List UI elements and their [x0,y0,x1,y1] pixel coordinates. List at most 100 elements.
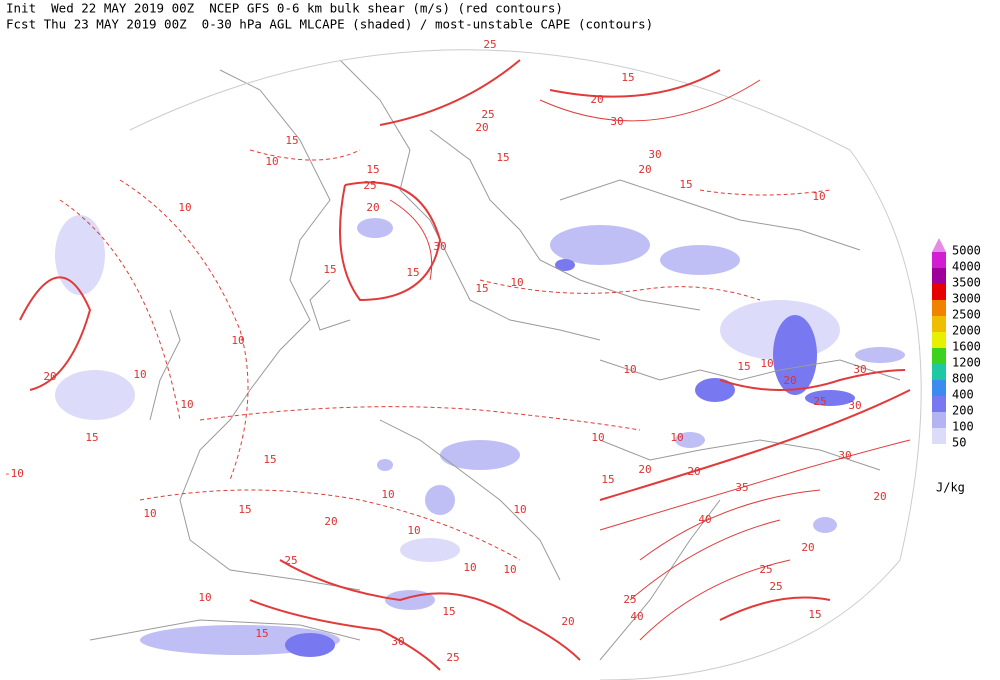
contour-label: 15 [263,453,276,466]
contour-label: 25 [483,38,496,51]
contour-label: 25 [769,580,782,593]
contour-label: 20 [783,374,796,387]
legend-label: 1600 [952,340,981,354]
contour-label: -10 [4,467,24,480]
header-line: Init Wed 22 MAY 2019 00Z NCEP GFS 0-6 km… [6,1,563,16]
legend-label: 100 [952,420,974,434]
contour-label: 15 [442,605,455,618]
legend-label: 1200 [952,356,981,370]
contour-label: 15 [85,431,98,444]
contour-label: 30 [648,148,661,161]
contour-label: 10 [143,507,156,520]
legend-swatch [932,332,946,348]
contour-label: 20 [638,463,651,476]
contour-label: 15 [621,71,634,84]
legend-swatch [932,252,946,268]
contour-label: 15 [406,266,419,279]
contour-label: 15 [366,163,379,176]
contour-label: 10 [463,561,476,574]
contour-label: 10 [265,155,278,168]
legend-label: 2500 [952,308,981,322]
contour-label: 15 [255,627,268,640]
contour-label: 20 [801,541,814,554]
contour-label: 15 [475,282,488,295]
contour-label: 40 [698,513,711,526]
contour-label: 15 [601,473,614,486]
contour-label: 25 [623,593,636,606]
legend: 5000 4000 3500 3000 2500 2000 1600 1200 800 400 20… [932,238,981,495]
contour-label: 30 [848,399,861,412]
legend-label: 3500 [952,276,981,290]
contour-label: 20 [873,490,886,503]
contour-label: 10 [591,431,604,444]
contour-label: 20 [561,615,574,628]
legend-swatch [932,396,946,412]
contour-label: 10 [180,398,193,411]
contour-label: 10 [407,524,420,537]
legend-swatch [932,364,946,380]
legend-label: 800 [952,372,974,386]
contour-label: 20 [324,515,337,528]
contour-label: 30 [391,635,404,648]
shear-contours [19,59,911,671]
contour-label: 25 [813,395,826,408]
legend-swatch [932,284,946,300]
contour-label: 15 [496,151,509,164]
contour-label: 30 [838,449,851,462]
legend-label: 200 [952,404,974,418]
cape-shading [55,215,905,657]
contour-label: 20 [43,370,56,383]
legend-label: 400 [952,388,974,402]
contour-label: 25 [759,563,772,576]
legend-swatch [932,348,946,364]
contour-label: 10 [381,488,394,501]
contour-label: 10 [503,563,516,576]
contour-label: 25 [481,108,494,121]
contour-label: 10 [670,431,683,444]
contour-label: 25 [446,651,459,664]
contour-label: 25 [284,554,297,567]
contour-label: 10 [510,276,523,289]
contour-label: 15 [808,608,821,621]
contour-label: 40 [630,610,643,623]
contour-label: 30 [853,363,866,376]
legend-label: 50 [952,436,966,450]
contour-label: 20 [590,93,603,106]
contour-label: 15 [323,263,336,276]
legend-swatch [932,412,946,428]
contour-label: 10 [513,503,526,516]
contour-label: 10 [231,334,244,347]
contour-label: 15 [679,178,692,191]
contour-label: 35 [735,481,748,494]
legend-unit: J/kg [936,481,965,495]
contour-label: 20 [638,163,651,176]
contour-label: 15 [285,134,298,147]
header-line: Fcst Thu 23 MAY 2019 00Z 0-30 hPa AGL ML… [6,17,653,32]
legend-label: 2000 [952,324,981,338]
contour-label: 25 [363,179,376,192]
legend-label: 3000 [952,292,981,306]
contour-label: 10 [623,363,636,376]
contour-label: 15 [238,503,251,516]
legend-swatch [932,238,946,252]
contour-label: 10 [133,368,146,381]
legend-swatch [932,316,946,332]
legend-swatch [932,268,946,284]
legend-label: 4000 [952,260,981,274]
contour-label: 10 [178,201,191,214]
contour-label: 30 [433,240,446,253]
contour-label: 10 [198,591,211,604]
contour-label: 15 [737,360,750,373]
contour-label: 10 [812,190,825,203]
legend-swatch [932,380,946,396]
contour-label: 20 [687,465,700,478]
contour-label: 10 [760,357,773,370]
legend-swatch [932,300,946,316]
contour-label: 20 [475,121,488,134]
contour-label: 30 [610,115,623,128]
legend-swatch [932,428,946,444]
contour-label: 20 [366,201,379,214]
